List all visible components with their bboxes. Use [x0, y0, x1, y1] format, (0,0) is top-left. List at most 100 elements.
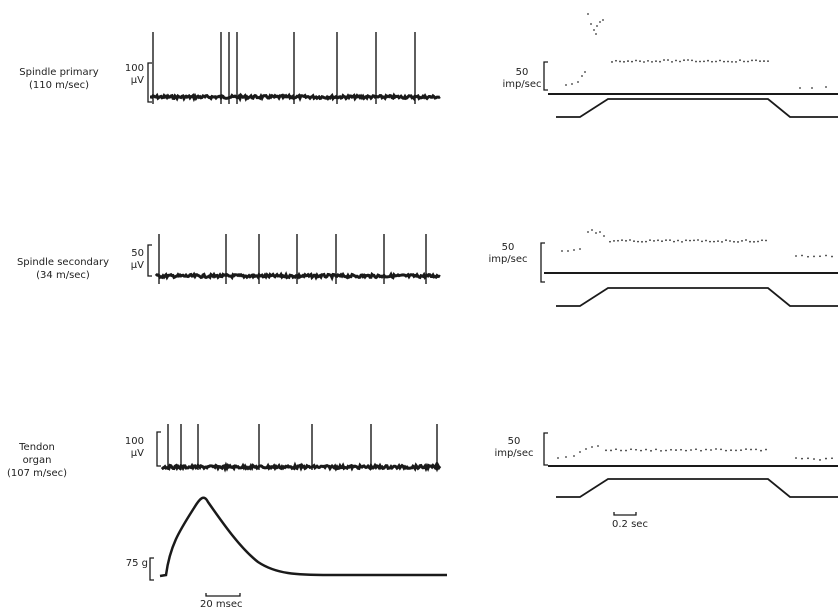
- scale-value: 100: [124, 63, 144, 74]
- length-ramp-tendon: [556, 478, 838, 498]
- rate-scale-bracket: [543, 61, 548, 91]
- rate-dots-primary: [755, 59, 757, 62]
- rate-dots-tendon: [565, 456, 567, 458]
- rate-dots-tendon: [825, 457, 827, 460]
- rate-dots-primary: [595, 33, 597, 35]
- rate-dots-primary: [615, 59, 617, 62]
- rate-dots-secondary: [705, 239, 707, 242]
- rate-dots-tendon: [720, 448, 722, 451]
- rate-dots-secondary: [717, 240, 719, 243]
- spike-scale-bracket: [156, 431, 161, 467]
- rate-dots-secondary: [801, 254, 803, 257]
- rate-dots-secondary: [637, 240, 639, 243]
- rate-dots-secondary: [741, 240, 743, 242]
- rate-dots-tendon: [750, 448, 752, 451]
- rate-dots-primary: [596, 25, 598, 27]
- rate-dots-primary: [623, 60, 625, 63]
- rate-dots-primary: [687, 59, 689, 61]
- rate-dots-primary: [695, 60, 697, 63]
- rate-dots-secondary: [825, 254, 827, 257]
- time-bar-left-label: 20 msec: [200, 599, 243, 610]
- rate-dots-tendon: [760, 449, 762, 452]
- rate-dots-secondary: [579, 248, 581, 250]
- rate-dots-tendon: [700, 449, 702, 452]
- rate-scale-bracket: [543, 432, 548, 466]
- rate-dots-tendon: [690, 449, 692, 451]
- rate-dots-primary: [659, 60, 661, 63]
- rate-dots-secondary: [591, 229, 593, 231]
- scale-unit: µV: [130, 448, 144, 459]
- scale-value: 100: [124, 436, 144, 447]
- rate-scale-tendon: 50 imp/sec: [486, 436, 542, 460]
- rate-dots-tendon: [801, 457, 803, 460]
- rate-dots-secondary: [831, 255, 833, 258]
- unit-velocity: (110 m/sec): [28, 80, 90, 91]
- spike-scale-tendon: 100 µV: [108, 436, 144, 460]
- rate-scale-secondary: 50 imp/sec: [480, 242, 536, 266]
- rate-dots-secondary: [609, 240, 611, 243]
- rate-dots-primary: [683, 59, 685, 62]
- unit-name: Spindle secondary: [16, 257, 110, 268]
- rate-dots-tendon: [710, 449, 712, 451]
- rate-dots-secondary: [725, 239, 727, 242]
- rate-dots-secondary: [749, 240, 751, 243]
- scale-value: 50: [131, 248, 144, 259]
- rate-dots-secondary: [737, 241, 739, 243]
- rate-dots-tendon: [650, 449, 652, 452]
- rate-dots-primary: [751, 59, 753, 62]
- rate-dots-primary: [691, 59, 693, 62]
- rate-dots-primary: [715, 60, 717, 63]
- rate-dots-secondary: [603, 235, 605, 237]
- rate-dots-tendon: [665, 449, 667, 452]
- rate-dots-secondary: [567, 250, 569, 252]
- rate-dots-secondary: [645, 240, 647, 243]
- rate-dots-primary: [655, 60, 657, 63]
- rate-dots-tendon: [680, 448, 682, 451]
- rate-dots-tendon: [660, 449, 662, 452]
- unit-velocity: (34 m/sec): [36, 270, 90, 281]
- rate-dots-secondary: [641, 240, 643, 243]
- rate-dots-secondary: [621, 239, 623, 242]
- scale-value: 50: [515, 67, 529, 78]
- rate-dots-primary: [587, 13, 589, 15]
- rate-dots-tendon: [615, 448, 617, 451]
- rate-dots-tendon: [640, 449, 642, 452]
- rate-dots-tendon: [813, 458, 815, 460]
- rate-dots-tendon: [579, 451, 581, 453]
- rate-dots-secondary: [653, 240, 655, 242]
- rate-dots-secondary: [633, 240, 635, 243]
- rate-dots-tendon: [585, 448, 587, 450]
- rate-dots-tendon: [645, 448, 647, 451]
- rate-dots-secondary: [685, 239, 687, 242]
- rate-dots-tendon: [725, 449, 727, 452]
- rate-dots-tendon: [819, 459, 821, 461]
- rate-dots-secondary: [657, 239, 659, 242]
- rate-dots-primary: [611, 61, 613, 63]
- spike-scale-secondary: 50 µV: [108, 248, 144, 272]
- spike-scale-bracket: [147, 62, 152, 103]
- rate-dots-primary: [711, 60, 713, 63]
- rate-dots-tendon: [831, 457, 833, 460]
- unit-label-secondary: Spindle secondary (34 m/sec): [2, 256, 124, 282]
- rate-dots-tendon: [675, 449, 677, 451]
- rate-dots-secondary: [677, 239, 679, 242]
- unit-name: Tendon organ: [19, 442, 55, 466]
- rate-scale-bracket: [540, 242, 545, 283]
- rate-dots-primary: [699, 60, 701, 63]
- rate-dots-primary: [667, 59, 669, 61]
- force-curve: [159, 496, 447, 578]
- rate-dots-primary: [739, 59, 741, 62]
- rate-dots-secondary: [807, 255, 809, 258]
- rate-dots-primary: [735, 61, 737, 63]
- rate-dots-tendon: [740, 449, 742, 452]
- rate-dots-primary: [727, 60, 729, 63]
- rate-dots-primary: [703, 60, 705, 63]
- spike-scale-bracket: [147, 244, 152, 277]
- length-ramp-primary: [556, 98, 838, 118]
- time-bar-right-label: 0.2 sec: [612, 519, 648, 530]
- rate-dots-primary: [647, 59, 649, 62]
- rate-dots-secondary: [595, 232, 597, 234]
- rate-dots-secondary: [745, 239, 747, 241]
- rate-dots-secondary: [729, 240, 731, 242]
